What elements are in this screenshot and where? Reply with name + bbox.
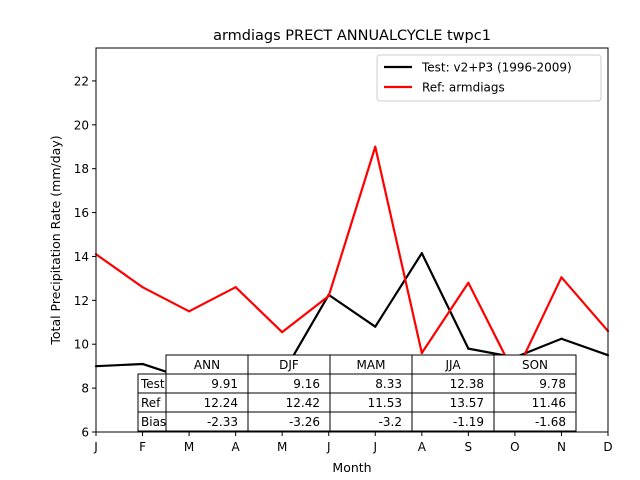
series-line-1	[95, 145, 609, 377]
table-cell-value: 9.91	[211, 377, 238, 391]
y-tick-label: 22	[74, 74, 89, 88]
table-cell-value: 12.42	[286, 396, 320, 410]
table-cell-value: 12.24	[204, 396, 238, 410]
table-cell-value: 9.16	[293, 377, 320, 391]
table-column-header: DJF	[279, 358, 299, 372]
table-row-label: Bias	[141, 415, 166, 429]
table-column-header: JJA	[444, 358, 461, 372]
y-tick-label: 6	[81, 426, 89, 440]
table-cell-value: -2.33	[207, 415, 238, 429]
table-cell-value: -1.19	[453, 415, 484, 429]
x-tick-label: A	[232, 440, 241, 454]
legend-label: Test: v2+P3 (1996-2009)	[421, 61, 572, 75]
table-cell-value: 11.46	[532, 396, 566, 410]
x-axis-label: Month	[332, 460, 371, 475]
x-tick-label: O	[510, 440, 519, 454]
x-tick-label: J	[93, 440, 98, 454]
table-column-header: ANN	[194, 358, 220, 372]
x-tick-label: S	[465, 440, 473, 454]
data-point	[234, 286, 237, 289]
x-tick-label: D	[603, 440, 612, 454]
y-tick-label: 12	[74, 294, 89, 308]
data-point	[141, 362, 144, 366]
legend-label: Ref: armdiags	[422, 81, 505, 95]
table-cell-value: 11.53	[368, 396, 402, 410]
table-row-label: Test	[140, 377, 165, 391]
table-row-label: Ref	[141, 396, 161, 410]
data-point	[560, 276, 563, 279]
table-column-header: MAM	[357, 358, 386, 372]
data-point	[467, 347, 470, 350]
table-cell-value: -1.68	[535, 415, 566, 429]
y-tick-label: 8	[81, 382, 89, 396]
data-point	[420, 351, 423, 355]
y-axis-label: Total Precipitation Rate (mm/day)	[48, 135, 63, 345]
y-tick-label: 10	[74, 338, 89, 352]
data-point	[467, 281, 470, 284]
y-tick-label: 18	[74, 162, 89, 176]
axes-frame	[95, 47, 609, 433]
data-point	[420, 252, 423, 255]
table-cell-value: 12.38	[450, 377, 484, 391]
table-cell	[493, 411, 577, 432]
table-cell-value: 8.33	[375, 377, 402, 391]
data-point	[374, 325, 377, 328]
chart-title: armdiags PRECT ANNUALCYCLE twpc1	[213, 28, 491, 44]
table-cell-value: 13.57	[450, 396, 484, 410]
y-tick-label: 20	[74, 118, 89, 132]
table-cell-value: -3.26	[289, 415, 320, 429]
x-tick-label: F	[139, 440, 146, 454]
table-cell-value: -3.2	[379, 415, 402, 429]
x-tick-label: N	[557, 440, 566, 454]
data-point	[560, 337, 563, 340]
data-point	[141, 286, 144, 289]
data-point	[374, 145, 377, 148]
x-tick-label: M	[277, 440, 287, 454]
legend-box	[376, 54, 602, 102]
y-tick-label: 16	[74, 206, 89, 220]
table-cell-value: 9.78	[539, 377, 566, 391]
x-tick-label: J	[372, 440, 377, 454]
x-tick-label: A	[418, 440, 427, 454]
table-column-header: SON	[522, 358, 548, 372]
y-tick-label: 14	[74, 250, 89, 264]
data-point	[281, 331, 284, 334]
x-tick-label: J	[326, 440, 331, 454]
data-point	[187, 310, 191, 313]
x-tick-label: M	[184, 440, 194, 454]
data-point	[327, 294, 330, 298]
